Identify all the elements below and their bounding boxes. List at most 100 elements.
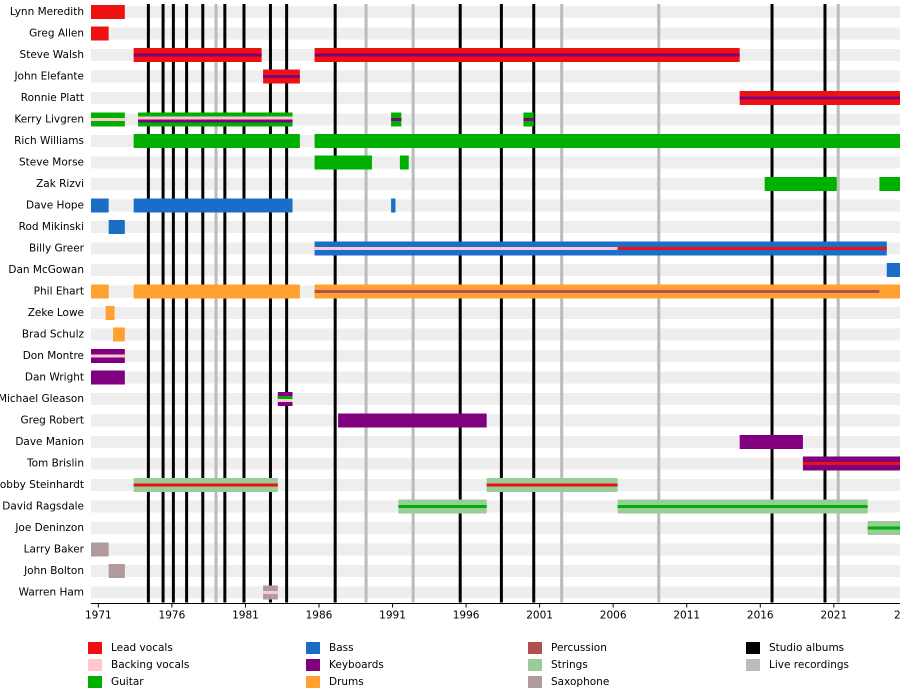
- role-stripe: [486, 483, 618, 487]
- x-tick-label: 1986: [306, 610, 333, 622]
- row-stripe: [91, 113, 900, 126]
- member-name: Larry Baker: [24, 544, 85, 556]
- row-stripe: [91, 543, 900, 556]
- row-stripe: [91, 92, 900, 104]
- role-stripe: [314, 290, 880, 293]
- member-bar: [91, 370, 125, 385]
- legend-label: Strings: [551, 659, 588, 671]
- x-tick-label: 1981: [232, 610, 259, 622]
- member-labels: Lynn Meredith Greg Allen Steve Walsh John E…: [0, 6, 85, 599]
- member-bar: [133, 134, 300, 148]
- member-name: Kerry Livgren: [14, 114, 84, 126]
- member-name: Greg Allen: [29, 28, 84, 40]
- member-name: Billy Greer: [29, 243, 85, 255]
- legend-swatch: [306, 659, 320, 671]
- x-tick-label: 2006: [600, 610, 627, 622]
- x-tick-label: 2001: [526, 610, 553, 622]
- role-stripe: [617, 247, 887, 250]
- member-name: Dave Hope: [26, 200, 84, 212]
- member-name: Joe Deninzon: [14, 522, 84, 534]
- role-stripe: [133, 483, 278, 487]
- member-name: Steve Walsh: [20, 49, 84, 61]
- row-stripe: [91, 436, 900, 448]
- row-stripe: [91, 6, 900, 18]
- legend-label: Drums: [329, 676, 364, 688]
- member-name: David Ragsdale: [2, 501, 84, 513]
- role-stripe: [523, 118, 534, 121]
- row-stripe: [91, 328, 900, 341]
- row-stripe: [91, 264, 900, 276]
- member-name: Rod Mikinski: [19, 221, 84, 233]
- member-name: Phil Ehart: [34, 286, 84, 298]
- member-name: Zeke Lowe: [28, 307, 84, 319]
- member-bar: [113, 327, 125, 342]
- legend-label: Keyboards: [329, 659, 384, 671]
- legend-swatch: [88, 659, 102, 671]
- x-tick-label: 1971: [85, 610, 112, 622]
- member-name: John Elefante: [13, 71, 84, 83]
- member-name: Tom Brislin: [26, 458, 84, 470]
- member-name: Dan Wright: [25, 372, 84, 384]
- row-stripe: [91, 199, 900, 212]
- legend-swatch: [528, 659, 542, 671]
- row-stripe: [91, 70, 900, 83]
- row-stripe: [91, 414, 900, 427]
- legend-swatch: [528, 676, 542, 688]
- member-bar: [91, 198, 109, 213]
- legend-label: Percussion: [551, 642, 607, 654]
- row-stripe: [91, 156, 900, 169]
- member-name: Lynn Meredith: [10, 6, 84, 18]
- legend-label: Bass: [329, 642, 354, 654]
- role-stripe: [802, 462, 900, 465]
- member-bar: [91, 284, 109, 299]
- row-stripe: [91, 27, 900, 40]
- member-name: Dan McGowan: [8, 264, 84, 276]
- member-bar: [108, 220, 125, 234]
- member-name: Greg Robert: [21, 415, 85, 427]
- row-stripe: [91, 586, 900, 599]
- legend-label: Lead vocals: [111, 642, 173, 654]
- role-stripe: [398, 505, 487, 508]
- member-bar: [105, 306, 115, 320]
- role-stripe: [277, 396, 293, 399]
- member-name: John Bolton: [23, 565, 84, 577]
- member-name: Zak Rizvi: [36, 178, 84, 190]
- x-tick-label: 1996: [453, 610, 480, 622]
- row-stripe: [91, 565, 900, 577]
- role-stripe: [617, 505, 868, 508]
- row-stripe: [91, 457, 900, 470]
- row-stripe: [91, 178, 900, 190]
- member-name: Warren Ham: [19, 587, 84, 599]
- member-bar: [391, 198, 396, 213]
- member-bar: [886, 263, 900, 277]
- member-name: Michael Gleason: [0, 393, 84, 405]
- x-axis: 1971 1976 1981 1986 1991 1996 2001 2006 2011 2016…: [85, 603, 900, 622]
- member-bar: [338, 413, 487, 428]
- member-bar: [879, 284, 900, 299]
- member-bar: [739, 435, 803, 449]
- member-name: Robby Steinhardt: [0, 479, 84, 491]
- x-tick-label: 2021: [820, 610, 847, 622]
- member-bar: [314, 134, 900, 148]
- legend-label: Studio albums: [769, 642, 844, 654]
- role-stripe: [91, 118, 125, 121]
- role-stripe: [263, 75, 300, 78]
- member-bar: [879, 177, 900, 191]
- member-bar: [399, 155, 409, 170]
- legend-swatch: [88, 676, 102, 688]
- role-stripe: [277, 399, 293, 402]
- legend-swatch: [746, 642, 760, 654]
- member-bar: [314, 155, 372, 170]
- role-stripe: [91, 354, 125, 358]
- member-bar: [91, 5, 125, 19]
- member-name: Don Montre: [23, 350, 84, 362]
- role-stripe: [739, 96, 900, 100]
- member-bar: [133, 198, 293, 213]
- legend-label: Guitar: [111, 676, 144, 688]
- row-stripe: [91, 307, 900, 319]
- role-stripe: [314, 53, 740, 57]
- row-stripe: [91, 522, 900, 534]
- member-name: Dave Manion: [15, 436, 84, 448]
- legend-swatch: [88, 642, 102, 654]
